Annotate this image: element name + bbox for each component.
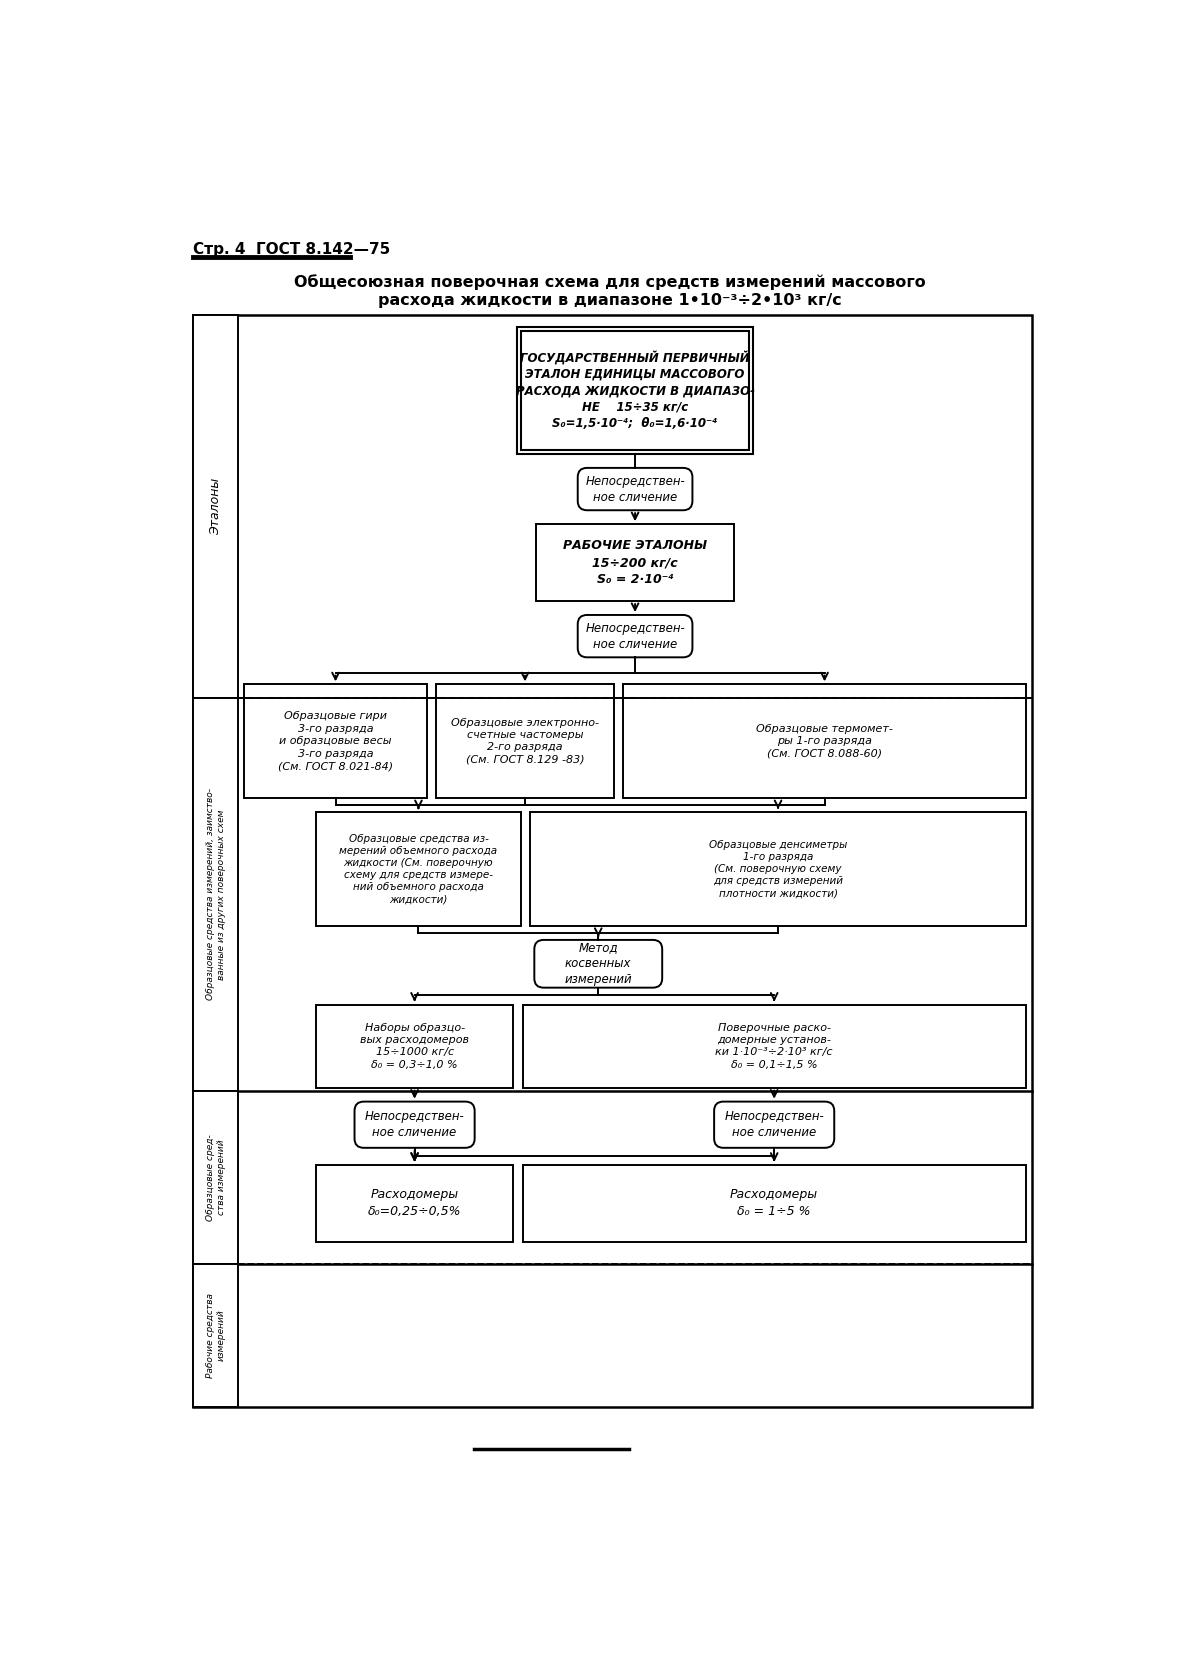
Text: Образцовые термомет-
ры 1-го разряда
(См. ГОСТ 8.088-60): Образцовые термомет- ры 1-го разряда (См…	[756, 724, 893, 759]
Bar	[193, 316, 239, 698]
Text: Непосредствен-
ное сличение: Непосредствен- ное сличение	[724, 1110, 824, 1140]
FancyBboxPatch shape	[534, 940, 662, 987]
Bar	[245, 685, 426, 798]
FancyBboxPatch shape	[578, 615, 692, 656]
Text: Эталоны: Эталоны	[209, 479, 222, 536]
Text: Расходомеры
δ₀=0,25÷0,5%: Расходомеры δ₀=0,25÷0,5%	[368, 1189, 462, 1219]
Text: Непосредствен-
ное сличение: Непосредствен- ное сличение	[364, 1110, 464, 1140]
Bar	[193, 1264, 239, 1407]
Text: ГОСУДАРСТВЕННЫЙ ПЕРВИЧНЫЙ
ЭТАЛОН ЕДИНИЦЫ МАССОВОГО
РАСХОДА ЖИДКОСТИ В ДИАПАЗО-
Н: ГОСУДАРСТВЕННЫЙ ПЕРВИЧНЫЙ ЭТАЛОН ЕДИНИЦЫ…	[515, 351, 755, 430]
Bar	[316, 1004, 514, 1088]
Text: Рабочие средства
измерений: Рабочие средства измерений	[207, 1293, 226, 1378]
Text: Образцовые средства из-
мерений объемного расхода
жидкости (См. поверочную
схему: Образцовые средства из- мерений объемног…	[339, 834, 497, 903]
Text: Непосредствен-
ное сличение: Непосредствен- ное сличение	[585, 621, 685, 651]
Text: Образцовые электронно-
счетные частомеры
2-го разряда
(См. ГОСТ 8.129 -83): Образцовые электронно- счетные частомеры…	[451, 717, 599, 766]
Text: Наборы образцо-
вых расходомеров
15÷1000 кг/с
δ₀ = 0,3÷1,0 %: Наборы образцо- вых расходомеров 15÷1000…	[360, 1023, 469, 1070]
FancyBboxPatch shape	[715, 1101, 834, 1148]
Text: Образцовые средства измерений, заимство-
ванные из других поверочных схем: Образцовые средства измерений, заимство-…	[207, 789, 226, 1001]
Text: Непосредствен-
ное сличение: Непосредствен- ное сличение	[585, 475, 685, 504]
Text: Общесоюзная поверочная схема для средств измерений массового: Общесоюзная поверочная схема для средств…	[293, 274, 926, 290]
Bar	[316, 1165, 514, 1242]
Bar	[522, 1004, 1026, 1088]
Text: РАБОЧИЕ ЭТАЛОНЫ
15÷200 кг/с
S₀ = 2·10⁻⁴: РАБОЧИЕ ЭТАЛОНЫ 15÷200 кг/с S₀ = 2·10⁻⁴	[563, 539, 707, 586]
Text: Поверочные раско-
домерные установ-
ки 1·10⁻³÷2·10³ кг/с
δ₀ = 0,1÷1,5 %: Поверочные раско- домерные установ- ки 1…	[716, 1023, 833, 1070]
FancyBboxPatch shape	[355, 1101, 475, 1148]
Text: Стр. 4  ГОСТ 8.142—75: Стр. 4 ГОСТ 8.142—75	[193, 242, 391, 257]
Text: Образцовые сред-
ства измерений: Образцовые сред- ства измерений	[207, 1133, 226, 1221]
Text: Образцовые денсиметры
1-го разряда
(См. поверочную схему
для средств измерений
п: Образцовые денсиметры 1-го разряда (См. …	[709, 840, 848, 898]
Bar	[521, 331, 749, 450]
Bar	[537, 524, 734, 601]
Bar	[516, 327, 754, 453]
Bar	[522, 1165, 1026, 1242]
Text: Расходомеры
δ₀ = 1÷5 %: Расходомеры δ₀ = 1÷5 %	[730, 1189, 818, 1219]
Text: Метод
косвенных
измерений: Метод косвенных измерений	[565, 942, 631, 986]
Bar	[193, 698, 239, 1091]
Bar	[623, 685, 1026, 798]
Bar	[193, 316, 1032, 1407]
Bar	[193, 1091, 239, 1264]
Bar	[531, 813, 1026, 927]
Text: Образцовые гири
3-го разряда
и образцовые весы
3-го разряда
(См. ГОСТ 8.021-84): Образцовые гири 3-го разряда и образцовы…	[278, 712, 393, 771]
Bar	[436, 685, 614, 798]
Text: расхода жидкости в диапазоне 1•10⁻³÷2•10³ кг/с: расхода жидкости в диапазоне 1•10⁻³÷2•10…	[377, 292, 842, 307]
Bar	[316, 813, 521, 927]
FancyBboxPatch shape	[578, 468, 692, 510]
